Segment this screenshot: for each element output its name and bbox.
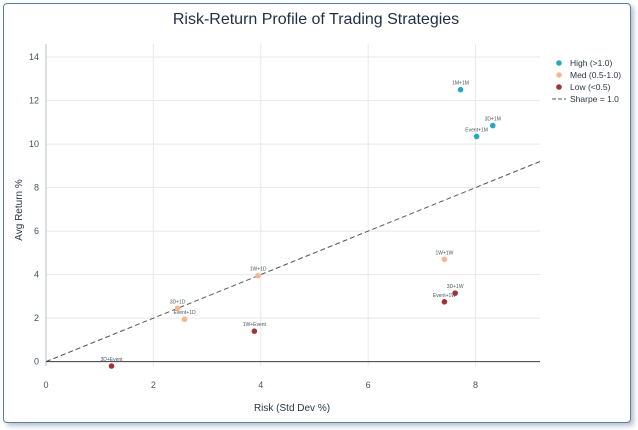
data-point [108, 363, 115, 369]
data-point [489, 122, 496, 129]
point-label: 3D+Event [100, 357, 123, 363]
data-point [452, 290, 458, 296]
x-tick-label: 6 [366, 380, 371, 390]
point-label: Event+1M [465, 127, 488, 133]
y-tick-label: 14 [29, 52, 39, 62]
data-point [255, 272, 261, 279]
y-tick-label: 4 [34, 270, 39, 280]
y-tick-label: 12 [29, 96, 39, 106]
data-point [441, 256, 448, 263]
x-tick-label: 8 [473, 380, 478, 390]
point-label: 1M+1M [452, 81, 469, 87]
legend: High (>1.0) Med (0.5-1.0) Low (<0.5) Sharpe… [552, 58, 621, 104]
data-point [181, 316, 188, 323]
point-label: Event+1W [433, 293, 456, 299]
x-tick-label: 0 [43, 380, 48, 390]
y-tick-label: 2 [34, 313, 39, 323]
sharpe-line [45, 161, 541, 363]
legend-marker [556, 84, 562, 90]
grid [45, 44, 540, 366]
sharpe-reference-line [45, 161, 541, 363]
point-label: 3D+1D [170, 299, 186, 305]
x-tick-label: 4 [258, 380, 263, 390]
legend-label: Sharpe = 1.0 [570, 94, 619, 104]
point-label: 1W+1D [250, 267, 267, 273]
y-tick-label: 6 [34, 226, 39, 236]
chart-frame [3, 3, 631, 423]
x-tick-label: 2 [151, 380, 156, 390]
point-label: 3D+1W [447, 284, 464, 290]
point-label: 3D+1M [485, 117, 501, 123]
x-axis-label: Risk (Std Dev %) [254, 403, 330, 414]
data-point [473, 133, 480, 140]
y-tick-label: 0 [34, 357, 39, 367]
legend-marker [556, 60, 562, 66]
data-points [108, 86, 496, 369]
data-point [174, 305, 181, 312]
y-axis-label: Avg Return % [14, 179, 25, 241]
y-tick-label: 8 [34, 183, 39, 193]
legend-label: Med (0.5-1.0) [570, 70, 621, 80]
legend-label: Low (<0.5) [570, 82, 611, 92]
point-label: 1W+1W [435, 250, 453, 256]
legend-label: High (>1.0) [570, 58, 612, 68]
chart-title: Risk-Return Profile of Trading Strategie… [173, 11, 459, 28]
point-label: 1W+Event [243, 322, 267, 328]
point-label: Event+1D [173, 310, 195, 316]
data-point [251, 328, 258, 334]
axes: 0 2 4 6 8 0 2 4 6 8 10 12 14 [29, 44, 540, 390]
point-labels: 1M+1M 3D+1M Event+1M 1W+1W 1W+1D 3D+1D Event+1… [100, 81, 500, 363]
data-point [457, 86, 464, 93]
legend-marker [556, 72, 562, 78]
data-point [441, 299, 448, 305]
y-tick-label: 10 [29, 139, 39, 149]
